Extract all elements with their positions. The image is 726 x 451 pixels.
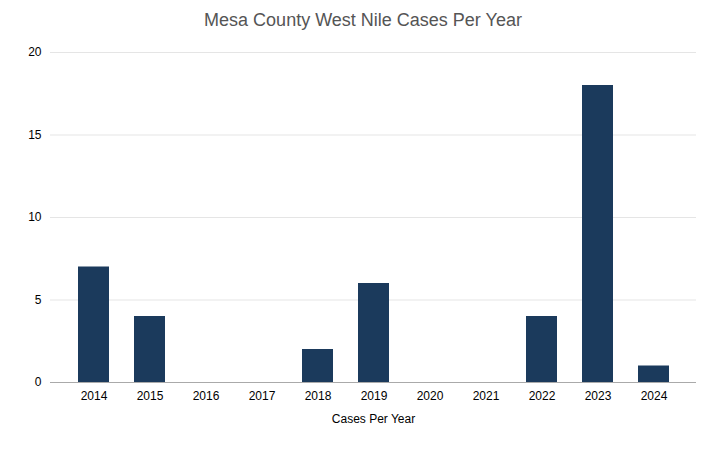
svg-text:10: 10	[28, 210, 42, 224]
svg-text:2014: 2014	[81, 389, 108, 403]
svg-text:2024: 2024	[641, 389, 668, 403]
svg-text:2020: 2020	[417, 389, 444, 403]
svg-text:2023: 2023	[585, 389, 612, 403]
svg-text:2022: 2022	[529, 389, 556, 403]
svg-text:0: 0	[35, 375, 42, 389]
svg-text:Cases Per Year: Cases Per Year	[332, 412, 415, 426]
svg-text:2021: 2021	[473, 389, 500, 403]
svg-text:5: 5	[35, 293, 42, 307]
svg-text:2019: 2019	[361, 389, 388, 403]
html-text:Mesa County West Nile Cases Pe: Mesa County West Nile Cases Per Year	[204, 10, 522, 30]
svg-text:20: 20	[28, 45, 42, 59]
svg-text:2017: 2017	[249, 389, 276, 403]
svg-text:15: 15	[28, 128, 42, 142]
svg-text:2018: 2018	[305, 389, 332, 403]
svg-text:2016: 2016	[193, 389, 220, 403]
svg-text:2015: 2015	[137, 389, 164, 403]
